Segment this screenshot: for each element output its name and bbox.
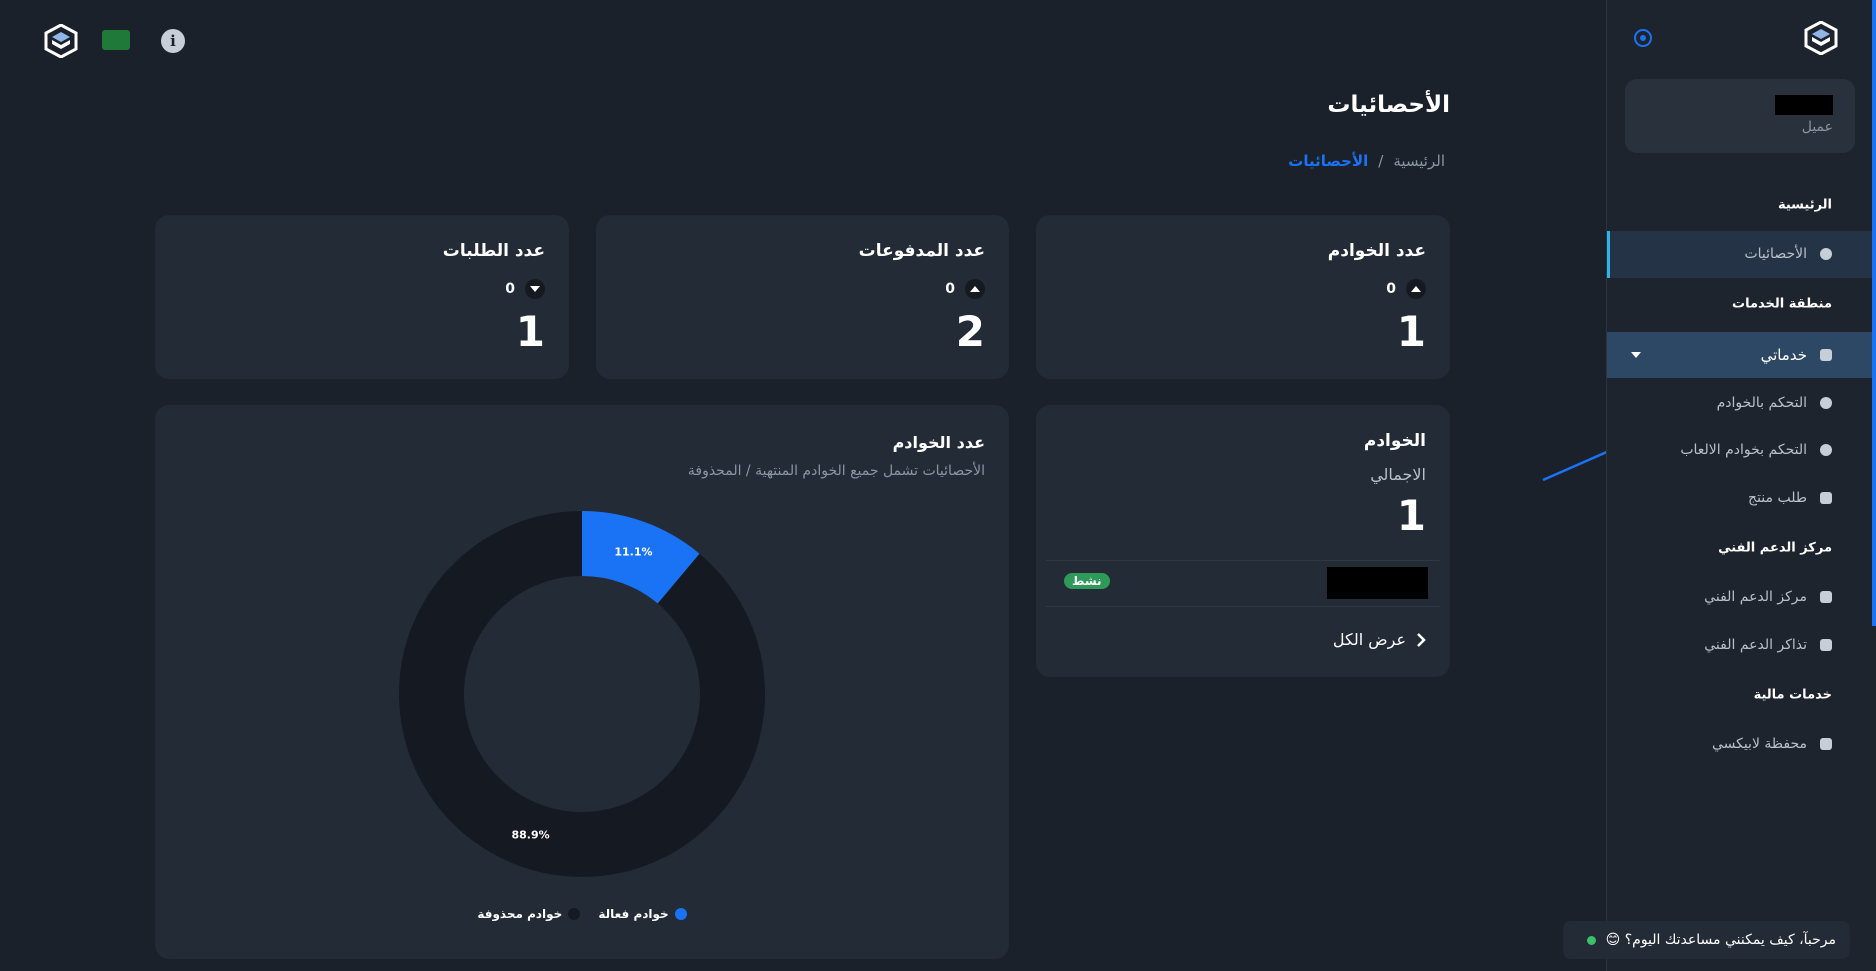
stat-change: 0	[945, 279, 985, 299]
logo[interactable]	[44, 24, 78, 58]
info-icon[interactable]: i	[161, 29, 185, 53]
user-box[interactable]: عميل	[1625, 79, 1855, 153]
stat-value: 1	[1396, 307, 1426, 356]
stat-change: 0	[1386, 279, 1426, 299]
user-role: عميل	[1801, 119, 1833, 135]
legend-item[interactable]: خوادم محذوفة	[477, 907, 581, 921]
menu-item[interactable]: تذاكر الدعم الفني	[1704, 637, 1807, 653]
box-icon	[1820, 349, 1832, 361]
chevron-icon	[1417, 632, 1426, 647]
stat-card: عدد المدفوعات 0 2	[596, 215, 1009, 379]
breadcrumb-link[interactable]: الرئيسية	[1393, 152, 1445, 170]
data-label: 88.9%	[511, 828, 549, 841]
chart-icon	[1820, 248, 1832, 260]
legend-label: خوادم محذوفة	[477, 907, 563, 921]
breadcrumb-separator: /	[1378, 152, 1384, 170]
stat-value: 1	[515, 307, 545, 356]
menu-item[interactable]: التحكم بخوادم الالعاب	[1680, 442, 1807, 458]
breadcrumb: الرئيسية / الأحصائيات	[1288, 152, 1445, 170]
view-all-link[interactable]: عرض الكل	[1333, 630, 1426, 649]
toggle-icon[interactable]	[1634, 29, 1652, 47]
stat-title: عدد المدفوعات	[858, 241, 985, 261]
up-icon	[1406, 279, 1426, 299]
legend-swatch	[674, 908, 687, 920]
stat-card: عدد الخوادم 0 1	[1036, 215, 1450, 379]
dot-icon	[1820, 397, 1832, 409]
menu-heading[interactable]: الرئيسية	[1777, 197, 1832, 213]
donut-chart: 11.1% 88.9%	[399, 511, 765, 877]
page-title: الأحصائيات	[1327, 92, 1450, 118]
donut-segment	[399, 511, 765, 877]
sidebar: عميل الرئيسية الأحصائيات منطقة الخدمات خ…	[1606, 0, 1876, 971]
menu-item[interactable]: الأحصائيات	[1744, 246, 1807, 262]
stat-title: عدد الخوادم	[1327, 241, 1426, 261]
caret-icon	[1631, 352, 1641, 358]
data-label: 11.1%	[614, 546, 652, 559]
language-flag[interactable]	[102, 30, 130, 50]
server-row[interactable]: نشط	[1046, 560, 1440, 607]
card-subtitle: الاجمالي	[1370, 465, 1426, 484]
chat-widget[interactable]: مرحبآ، كيف يمكنني مساعدتك اليوم؟ 😊	[1563, 921, 1850, 959]
chat-message: مرحبآ، كيف يمكنني مساعدتك اليوم؟ 😊	[1605, 932, 1836, 948]
legend-item[interactable]: خوادم فعالة	[598, 907, 687, 921]
sidebar-logo[interactable]	[1804, 21, 1838, 55]
chart-subtitle: الأحصائيات تشمل جميع الخوادم المنتهية / …	[687, 463, 985, 479]
donut-segment	[582, 511, 700, 604]
online-dot	[1586, 935, 1596, 945]
user-name-redacted	[1775, 95, 1833, 115]
up-icon	[965, 279, 985, 299]
menu-heading[interactable]: خدمات مالية	[1753, 687, 1832, 703]
legend: خوادم فعالة خوادم محذوفة	[155, 907, 1009, 921]
down-icon	[525, 279, 545, 299]
menu-item[interactable]: التحكم بالخوادم	[1716, 395, 1807, 411]
cart-icon	[1820, 492, 1832, 504]
stat-change: 0	[505, 279, 545, 299]
menu-heading[interactable]: مركز الدعم الفني	[1718, 540, 1832, 556]
server-name-redacted	[1327, 567, 1428, 599]
menu-item[interactable]: محفظة لابيكسي	[1711, 736, 1807, 752]
scrollbar[interactable]	[1872, 0, 1876, 626]
breadcrumb-current: الأحصائيات	[1288, 152, 1369, 170]
wallet-icon	[1820, 738, 1832, 750]
active-item-bg	[1607, 231, 1876, 278]
card-title: الخوادم	[1363, 431, 1426, 451]
chart-card: عدد الخوادم الأحصائيات تشمل جميع الخوادم…	[155, 405, 1009, 959]
menu-heading[interactable]: منطقة الخدمات	[1732, 296, 1832, 312]
stat-change-value: 0	[945, 281, 955, 297]
menu-item[interactable]: مركز الدعم الفني	[1704, 589, 1807, 605]
servers-card: الخوادم الاجمالي 1 نشط عرض الكل	[1036, 405, 1450, 677]
expanded-item-bg	[1607, 332, 1876, 378]
status-badge: نشط	[1064, 573, 1110, 589]
menu-item[interactable]: طلب منتج	[1748, 490, 1807, 506]
legend-swatch	[568, 908, 581, 920]
stat-value: 2	[955, 307, 985, 356]
ticket-icon	[1820, 639, 1832, 651]
stat-card: عدد الطلبات 0 1	[155, 215, 569, 379]
legend-label: خوادم فعالة	[598, 907, 669, 921]
stat-change-value: 0	[1386, 281, 1396, 297]
link-text[interactable]: عرض الكل	[1332, 630, 1406, 649]
stat-change-value: 0	[505, 281, 515, 297]
servers-total: 1	[1396, 491, 1426, 540]
support-icon	[1820, 591, 1832, 603]
dot-icon	[1820, 444, 1832, 456]
stat-title: عدد الطلبات	[442, 241, 545, 261]
chart-title: عدد الخوادم	[892, 433, 985, 452]
menu-item[interactable]: خدماتي	[1760, 346, 1807, 364]
